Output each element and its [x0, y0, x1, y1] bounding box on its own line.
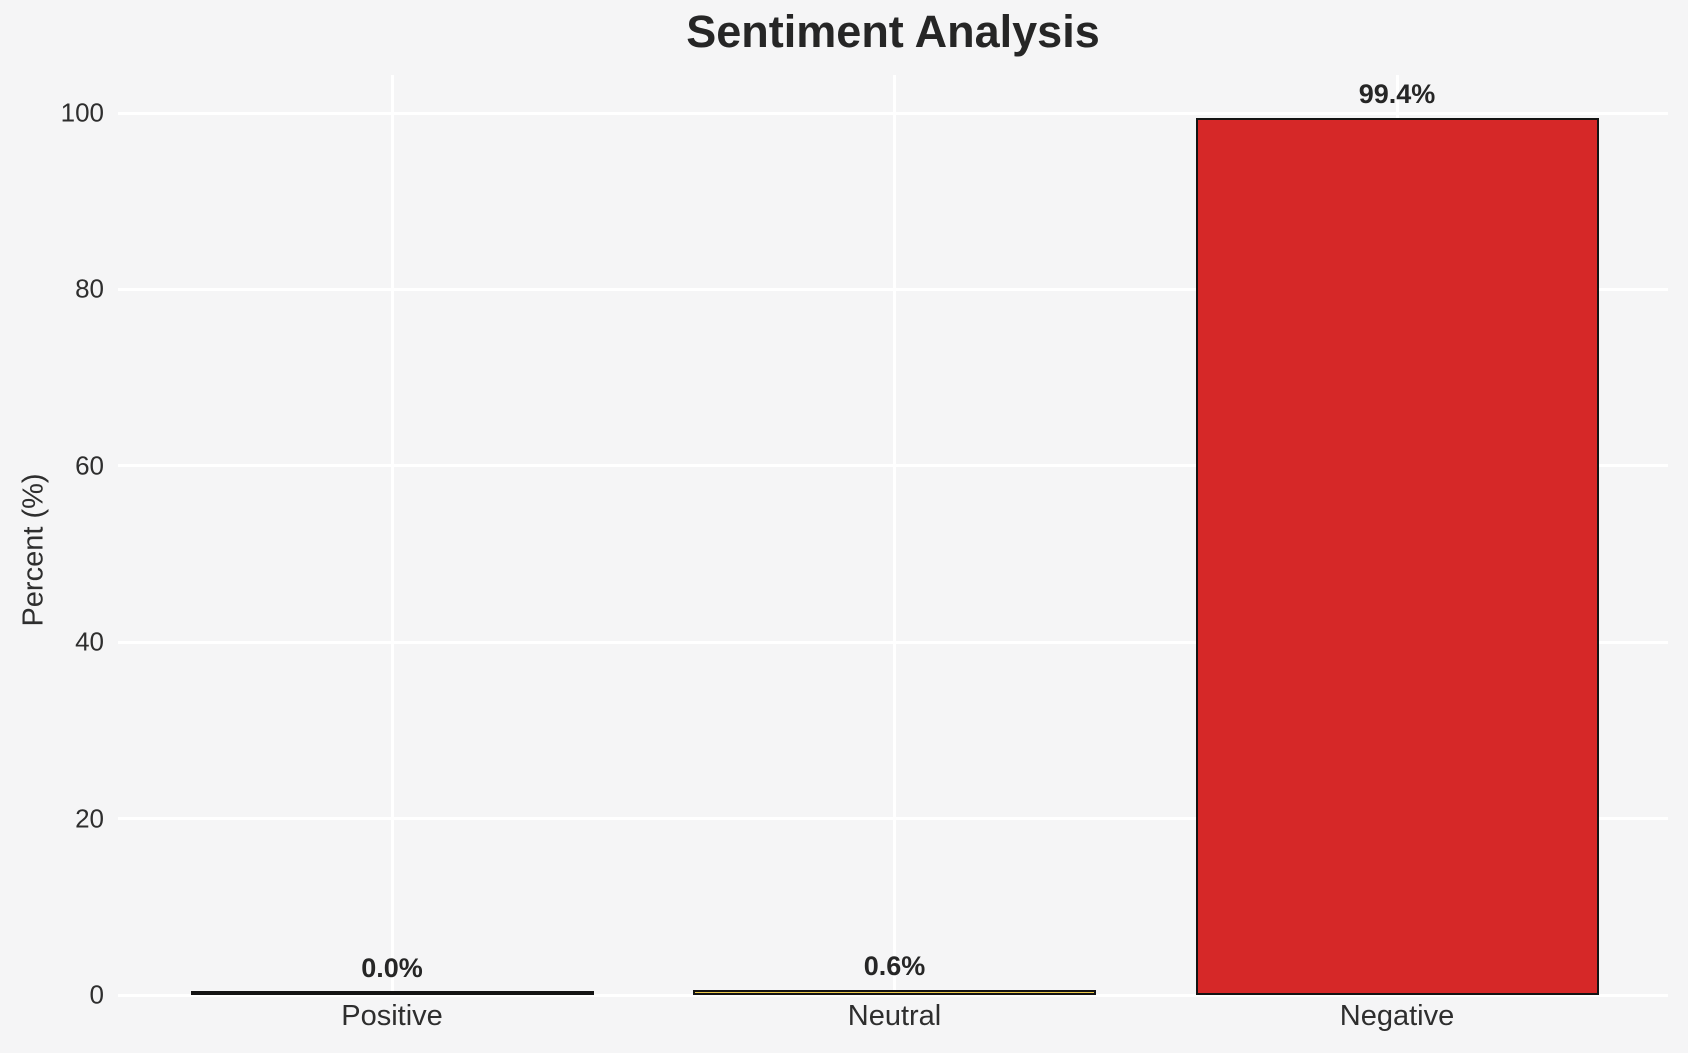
vertical-gridline: [390, 75, 394, 995]
y-axis-label: Percent (%): [17, 473, 50, 627]
bar-neutral: [693, 989, 1096, 995]
plot-area: 0.0% 0.6% 99.4%: [118, 75, 1668, 997]
y-tick-label: 80: [75, 273, 104, 304]
bar-negative: [1195, 118, 1599, 995]
horizontal-gridline: [118, 993, 1668, 997]
x-tick-label-negative: Negative: [1339, 1000, 1455, 1032]
y-tick-label: 0: [89, 979, 104, 1010]
x-tick-label-positive: Positive: [341, 1000, 443, 1032]
y-tick-label: 20: [75, 803, 104, 834]
vertical-gridline: [893, 75, 896, 995]
y-tick-label: 40: [75, 626, 104, 657]
chart-title: Sentiment Analysis: [686, 6, 1100, 57]
y-tick-label: 100: [60, 97, 104, 128]
bar-positive: [190, 991, 594, 995]
bar-value-label: 0.6%: [863, 950, 926, 981]
bar-value-label: 0.0%: [361, 953, 423, 983]
x-tick-label-neutral: Neutral: [847, 1000, 942, 1032]
bar-value-label: 99.4%: [1358, 79, 1436, 110]
y-tick-label: 60: [75, 450, 104, 481]
